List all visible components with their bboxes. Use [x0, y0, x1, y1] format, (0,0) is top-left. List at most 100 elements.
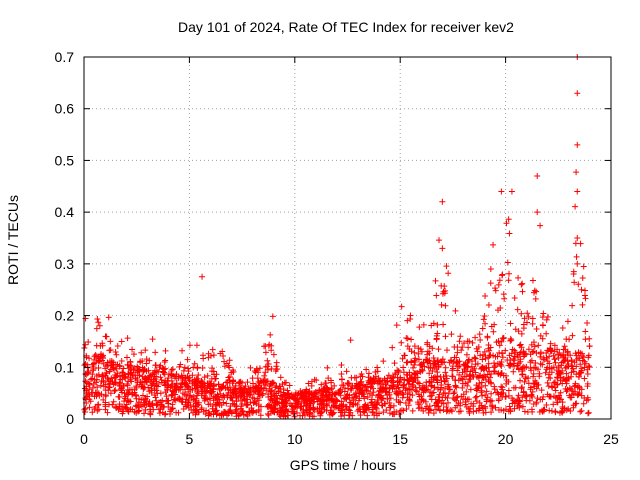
data-point — [519, 403, 526, 410]
data-point — [434, 330, 441, 337]
data-point — [230, 378, 237, 385]
data-point — [305, 380, 312, 387]
data-point — [365, 388, 372, 395]
data-point — [237, 405, 244, 412]
data-point — [116, 401, 123, 408]
data-point — [386, 384, 393, 391]
data-point — [261, 372, 268, 379]
data-point — [201, 394, 208, 401]
data-point — [549, 384, 556, 391]
data-point — [131, 386, 138, 393]
data-point — [484, 394, 491, 401]
data-point — [264, 410, 271, 417]
data-point — [445, 270, 452, 277]
data-point — [118, 387, 125, 394]
data-point — [585, 409, 592, 416]
data-point — [479, 325, 486, 332]
data-point — [534, 209, 541, 216]
data-point — [328, 404, 335, 411]
data-point — [540, 408, 547, 415]
data-point — [171, 373, 178, 380]
data-point — [390, 382, 397, 389]
data-point — [207, 400, 214, 407]
data-point — [538, 387, 545, 394]
data-point — [163, 393, 170, 400]
data-point — [411, 343, 418, 350]
data-point — [145, 374, 152, 381]
data-point — [384, 375, 391, 382]
data-point — [173, 409, 180, 416]
data-point — [487, 280, 494, 287]
data-point — [359, 373, 366, 380]
data-point — [125, 408, 132, 415]
data-point — [220, 352, 227, 359]
data-point — [368, 400, 375, 407]
data-point — [441, 358, 448, 365]
data-point — [329, 410, 336, 417]
data-point — [431, 373, 438, 380]
data-point — [544, 364, 551, 371]
data-point — [355, 381, 362, 388]
data-point — [322, 380, 329, 387]
data-point — [364, 394, 371, 401]
data-point — [278, 399, 285, 406]
data-point — [519, 280, 526, 287]
data-point — [240, 411, 247, 418]
data-point — [541, 356, 548, 363]
data-point — [224, 378, 231, 385]
data-point — [516, 404, 523, 411]
data-point — [396, 411, 403, 418]
data-point — [555, 362, 562, 369]
data-point — [458, 347, 465, 354]
data-point — [271, 400, 278, 407]
data-point — [176, 363, 183, 370]
data-point — [511, 405, 518, 412]
data-point — [448, 331, 455, 338]
data-point — [406, 372, 413, 379]
y-tick-label: 0.1 — [55, 359, 75, 375]
data-point — [512, 349, 519, 356]
data-point — [400, 391, 407, 398]
data-point — [111, 388, 118, 395]
data-point — [443, 408, 450, 415]
data-point — [294, 396, 301, 403]
data-point — [91, 356, 98, 363]
data-point — [387, 395, 394, 402]
data-point — [307, 404, 314, 411]
data-point — [482, 382, 489, 389]
data-point — [149, 401, 156, 408]
data-point — [482, 320, 489, 327]
data-point — [161, 411, 168, 418]
data-point — [459, 384, 466, 391]
data-point — [410, 364, 417, 371]
x-tick-label: 15 — [392, 431, 408, 447]
data-point — [228, 410, 235, 417]
data-point — [419, 396, 426, 403]
data-point — [420, 321, 427, 328]
data-point — [392, 370, 399, 377]
data-point — [184, 373, 191, 380]
data-point — [505, 392, 512, 399]
data-point — [92, 403, 99, 410]
data-point — [114, 361, 121, 368]
data-point — [523, 392, 530, 399]
data-point — [266, 385, 273, 392]
data-point — [529, 315, 536, 322]
data-point — [213, 411, 220, 418]
data-point — [109, 401, 116, 408]
data-point — [454, 393, 461, 400]
data-point — [582, 328, 589, 335]
data-point — [380, 358, 387, 365]
data-point — [215, 393, 222, 400]
data-point — [580, 263, 587, 270]
data-point — [550, 352, 557, 359]
data-point — [430, 355, 437, 362]
data-point — [488, 390, 495, 397]
data-point — [286, 395, 293, 402]
data-point — [122, 393, 129, 400]
data-point — [121, 404, 128, 411]
data-point — [518, 344, 525, 351]
data-point — [152, 349, 159, 356]
data-point — [86, 386, 93, 393]
data-point — [546, 360, 553, 367]
